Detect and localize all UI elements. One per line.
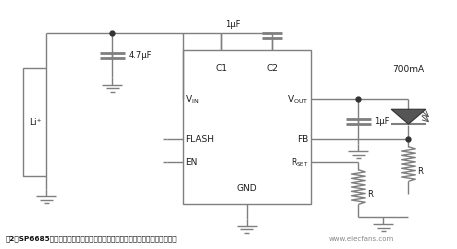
Text: 700mA: 700mA [393,65,425,74]
Text: EN: EN [185,158,197,167]
Text: C2: C2 [266,64,278,73]
Text: $\mathregular{V_{OUT}}$: $\mathregular{V_{OUT}}$ [287,93,308,106]
Text: R: R [418,167,424,176]
Text: Li⁺: Li⁺ [29,118,41,126]
Text: $\mathregular{V_{IN}}$: $\mathregular{V_{IN}}$ [185,93,199,106]
Text: 1µF: 1µF [225,20,241,29]
Text: FLASH: FLASH [185,135,214,144]
Text: FB: FB [297,135,308,144]
Text: $\mathregular{R_{SET}}$: $\mathregular{R_{SET}}$ [291,156,308,169]
Text: C1: C1 [215,64,227,73]
Text: 1µF: 1µF [374,117,390,126]
Polygon shape [391,109,426,124]
Text: 4.7µF: 4.7µF [128,51,152,60]
Text: R: R [367,190,373,199]
Text: GND: GND [236,184,257,193]
Bar [183,50,310,204]
Text: 图2：SP6685闪光灯驱动芯片的外围电路非常简单，仅需三个电容和两个电阻。: 图2：SP6685闪光灯驱动芯片的外围电路非常简单，仅需三个电容和两个电阻。 [5,236,177,242]
Bar [23,67,46,177]
Text: www.elecfans.com: www.elecfans.com [329,236,394,242]
